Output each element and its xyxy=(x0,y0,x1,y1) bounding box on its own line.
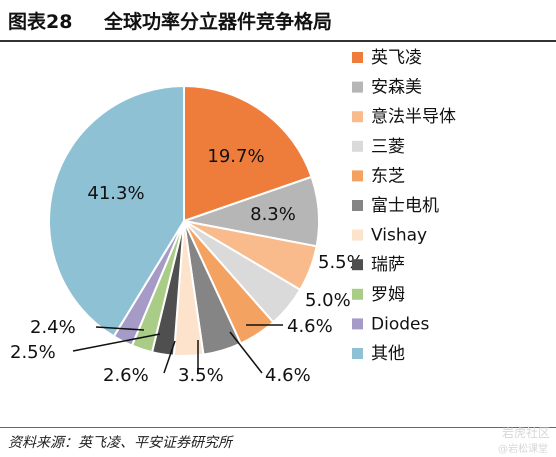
slice-labels: 19.7%8.3%5.5%5.0%4.6%4.6%3.5%2.6%2.5%2.4… xyxy=(10,146,364,386)
leader-line xyxy=(163,340,176,374)
legend-label: 三菱 xyxy=(371,137,405,157)
figure-number: 图表28 xyxy=(8,11,73,33)
legend-label: 东芝 xyxy=(371,166,405,186)
legend-label: 富士电机 xyxy=(371,196,439,216)
figure-title: 全球功率分立器件竞争格局 xyxy=(104,11,333,33)
legend-label: Vishay xyxy=(371,226,427,246)
source-note: 资料来源：英飞凌、平安证券研究所 xyxy=(8,435,232,451)
legend-swatch xyxy=(352,288,363,300)
legend-label: 罗姆 xyxy=(371,285,405,305)
slice-label: 3.5% xyxy=(178,365,224,386)
pie-slices xyxy=(48,84,320,357)
legend-label: 英飞凌 xyxy=(371,48,422,68)
legend-swatch xyxy=(352,111,363,123)
source-rule xyxy=(0,427,556,428)
slice-label: 4.6% xyxy=(265,365,311,386)
legend-label: 其他 xyxy=(371,344,405,364)
legend-label: 瑞萨 xyxy=(371,255,405,275)
slice-label: 4.6% xyxy=(287,316,333,337)
legend-swatch xyxy=(352,140,363,152)
leader-line xyxy=(229,331,263,374)
leader-line xyxy=(95,326,145,331)
legend-swatch xyxy=(352,229,363,241)
leader-line xyxy=(72,333,161,352)
legend-swatch xyxy=(352,170,363,182)
pie-chart: 19.7%8.3%5.5%5.0%4.6%4.6%3.5%2.6%2.5%2.4… xyxy=(10,48,456,386)
legend-swatch xyxy=(352,200,363,211)
slice-label: 2.6% xyxy=(103,365,149,386)
slice-label: 5.0% xyxy=(305,290,351,311)
legend-swatch xyxy=(352,81,363,93)
label-leader-lines xyxy=(72,324,283,374)
legend-swatch xyxy=(352,318,363,330)
legend-label: 意法半导体 xyxy=(371,107,456,127)
legend-label: Diodes xyxy=(371,314,429,334)
watermark-subtext: @岩松课堂 xyxy=(498,444,548,455)
legend-swatch xyxy=(352,259,363,271)
pie-slice xyxy=(48,84,185,338)
slice-label: 41.3% xyxy=(87,183,144,204)
slice-label: 19.7% xyxy=(207,146,264,167)
header-rule xyxy=(0,40,556,42)
legend-swatch xyxy=(352,348,363,359)
slice-label: 8.3% xyxy=(250,204,296,225)
watermark-text: 岩虎社区 xyxy=(501,426,550,440)
slice-label: 2.5% xyxy=(10,342,56,363)
figure-header: 图表28 全球功率分立器件竞争格局 xyxy=(0,0,556,42)
legend-label: 安森美 xyxy=(371,78,422,98)
slice-label: 2.4% xyxy=(30,317,76,338)
legend-swatch xyxy=(352,52,363,63)
